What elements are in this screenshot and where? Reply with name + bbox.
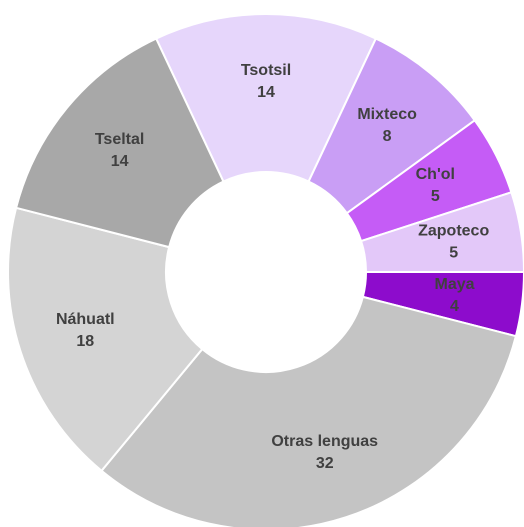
slice-label: Zapoteco xyxy=(418,222,489,239)
slice-label: Otras lenguas xyxy=(271,433,378,450)
slice-value: 5 xyxy=(431,188,440,205)
slice-value: 14 xyxy=(111,153,129,170)
slice-value: 18 xyxy=(76,333,94,350)
slice-value: 32 xyxy=(316,455,334,472)
slice-value: 8 xyxy=(383,128,392,145)
slice-label: Náhuatl xyxy=(56,311,115,328)
slice-value: 5 xyxy=(449,244,458,261)
donut-slice xyxy=(7,206,204,473)
donut-slice xyxy=(100,295,518,527)
slice-label: Maya xyxy=(434,276,474,293)
slice-label: Tseltal xyxy=(95,131,145,148)
slice-value: 4 xyxy=(450,298,459,315)
slice-label: Tsotsil xyxy=(241,62,291,79)
slice-label: Mixteco xyxy=(357,106,417,123)
slice-label: Ch'ol xyxy=(416,166,455,183)
slice-value: 14 xyxy=(257,84,275,101)
donut-slice xyxy=(14,37,225,249)
donut-slice xyxy=(154,13,378,183)
